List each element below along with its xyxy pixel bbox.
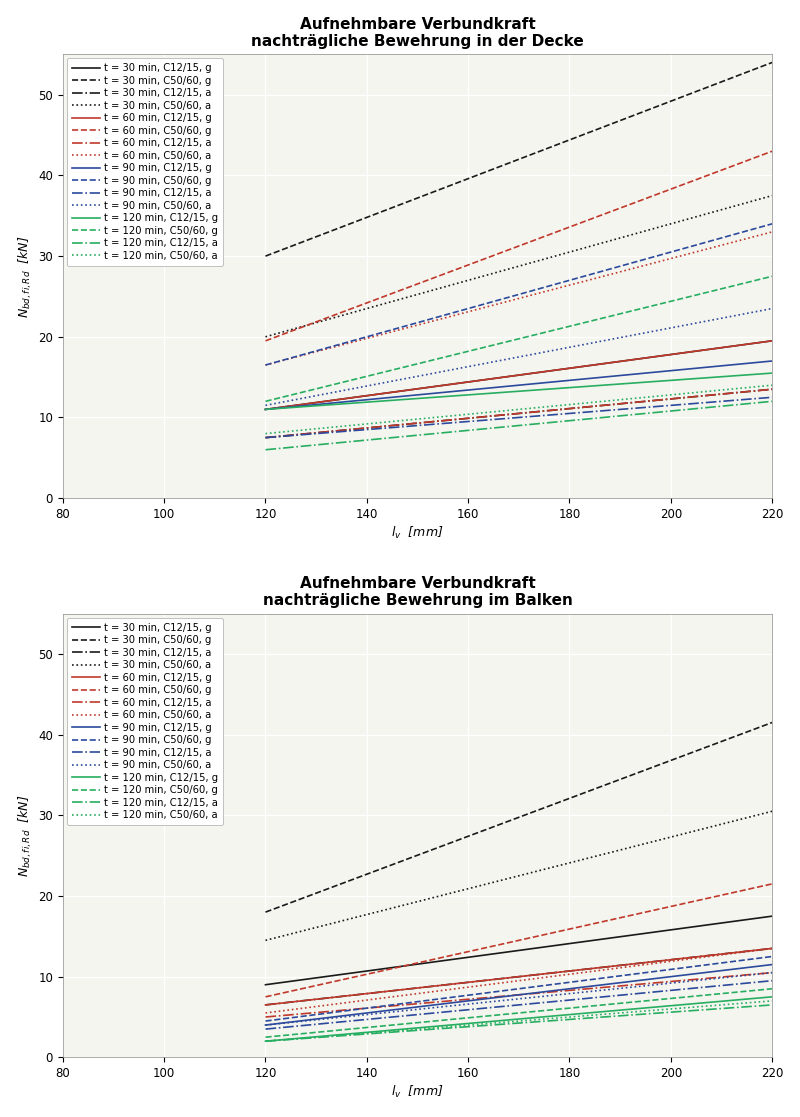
Legend: t = 30 min, C12/15, g, t = 30 min, C50/60, g, t = 30 min, C12/15, a, t = 30 min,: t = 30 min, C12/15, g, t = 30 min, C50/6…: [67, 618, 223, 825]
Legend: t = 30 min, C12/15, g, t = 30 min, C50/60, g, t = 30 min, C12/15, a, t = 30 min,: t = 30 min, C12/15, g, t = 30 min, C50/6…: [67, 58, 223, 266]
Title: Aufnehmbare Verbundkraft
nachträgliche Bewehrung im Balken: Aufnehmbare Verbundkraft nachträgliche B…: [262, 576, 573, 609]
X-axis label: $l_v$  [mm]: $l_v$ [mm]: [391, 1085, 444, 1100]
Title: Aufnehmbare Verbundkraft
nachträgliche Bewehrung in der Decke: Aufnehmbare Verbundkraft nachträgliche B…: [251, 17, 584, 49]
Y-axis label: $N_{bd,fi,Rd}$  [kN]: $N_{bd,fi,Rd}$ [kN]: [17, 794, 34, 877]
X-axis label: $l_v$  [mm]: $l_v$ [mm]: [391, 525, 444, 541]
Y-axis label: $N_{bd,fi,Rd}$  [kN]: $N_{bd,fi,Rd}$ [kN]: [17, 235, 34, 317]
